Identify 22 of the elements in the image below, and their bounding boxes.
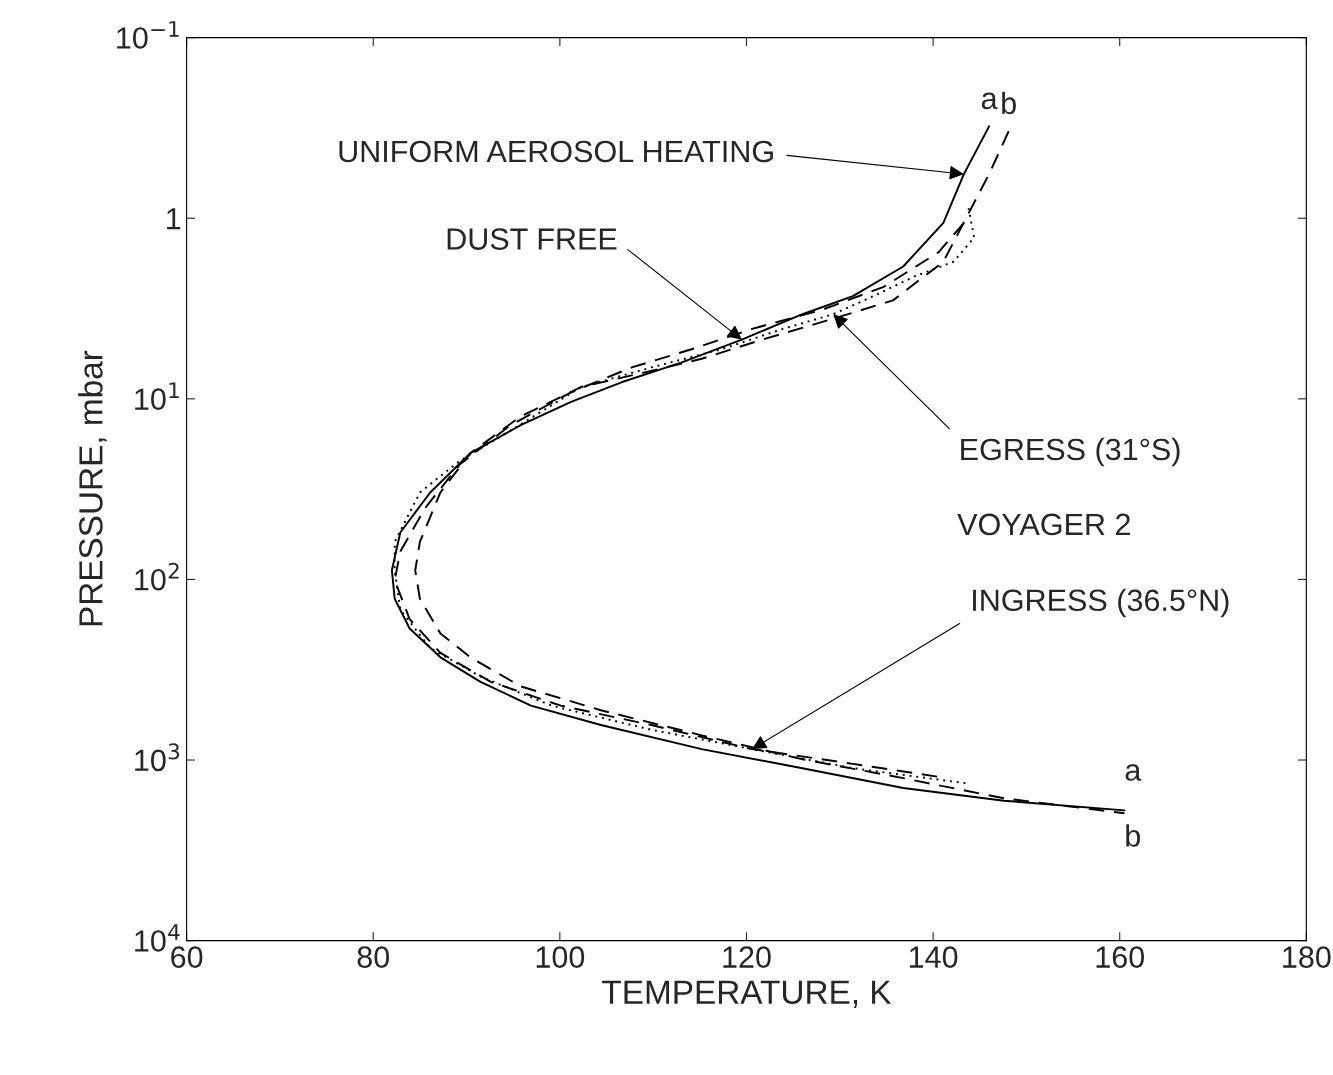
annotation: a: [1125, 764, 1142, 781]
x-tick-label: 160: [1096, 946, 1145, 968]
annotation: EGRESS (31°S): [961, 437, 1180, 467]
annotation: VOYAGER 2: [957, 513, 1130, 536]
x-tick-label: 140: [909, 946, 958, 968]
x-tick-label: 80: [357, 946, 390, 968]
x-tick-label: 120: [723, 946, 771, 968]
annotation: b: [1126, 824, 1140, 847]
y-tick-label: 1: [167, 208, 181, 230]
y-tick-label: 10$^{−1}$: [117, 21, 179, 49]
x-axis-title: TEMPERATURE, K: [602, 980, 892, 1008]
x-tick-label: 180: [1283, 946, 1331, 968]
annotation: DUST FREE: [447, 228, 617, 250]
y-tick-label: 10$^{1}$: [135, 382, 179, 410]
y-axis-title: PRESSURE, mbar: [78, 350, 107, 626]
x-tick-label: 100: [536, 946, 585, 968]
series-label: a: [981, 92, 998, 110]
y-tick-label: 10$^{3}$: [135, 743, 180, 772]
series-label: b: [1002, 91, 1016, 115]
annotation: INGRESS (36.5°N): [973, 588, 1229, 618]
annotation: UNIFORM AEROSOL HEATING: [339, 140, 773, 163]
y-tick-label: 10$^{2}$: [135, 562, 179, 591]
